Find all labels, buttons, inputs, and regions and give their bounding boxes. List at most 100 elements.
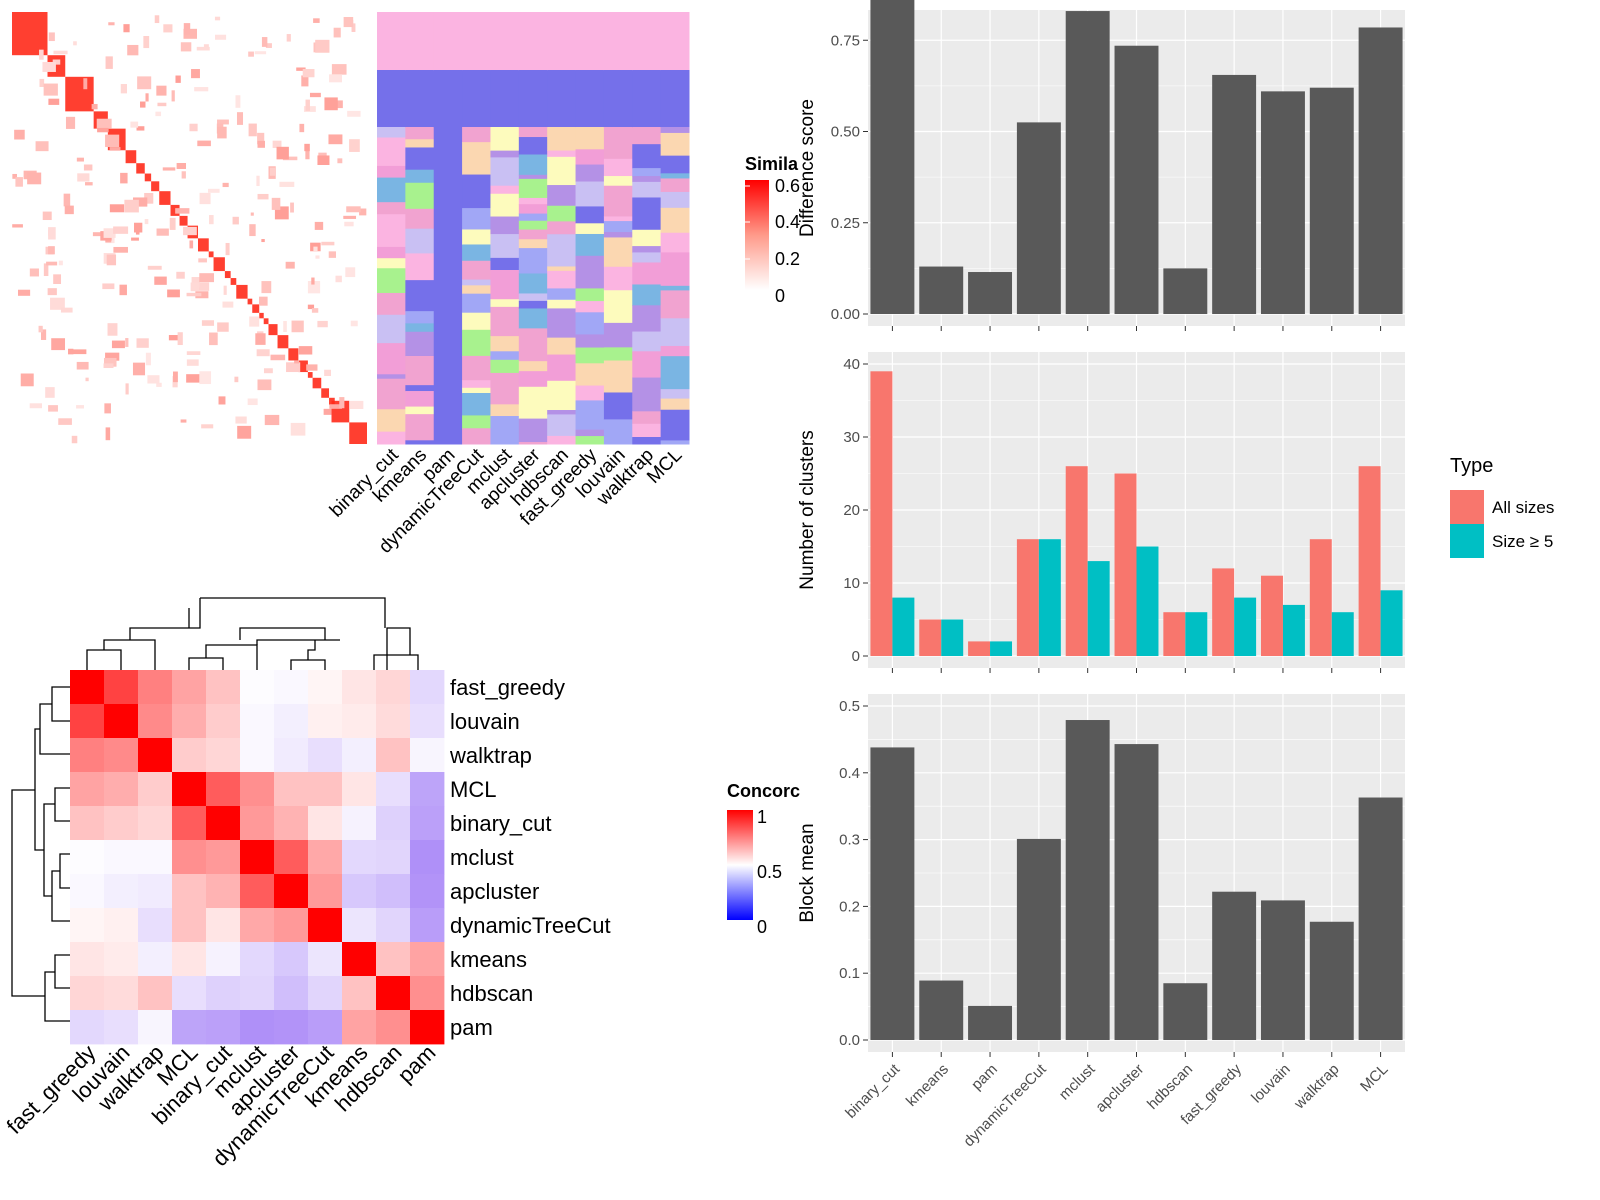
similarity-block: [268, 324, 278, 336]
similarity-cell: [313, 18, 320, 23]
bar: [1358, 27, 1403, 314]
similarity-cell: [249, 316, 260, 327]
concordance-cell: [70, 704, 105, 739]
similarity-cell: [154, 276, 167, 285]
similarity-cell: [145, 352, 151, 366]
similarity-cell: [324, 97, 338, 111]
cluster-cell: [575, 12, 605, 71]
concordance-cell: [274, 840, 309, 875]
cluster-cell: [575, 288, 605, 302]
similarity-cell: [85, 377, 89, 382]
similarity-cell: [71, 435, 78, 444]
concordance-cell: [104, 772, 139, 807]
similarity-cell: [15, 177, 23, 187]
concordance-cell: [138, 670, 173, 705]
similarity-cell: [124, 199, 139, 213]
cluster-cell: [547, 288, 577, 301]
cluster-cell: [575, 347, 605, 364]
cluster-cell: [405, 391, 435, 408]
similarity-cell: [172, 371, 178, 383]
similarity-cell: [83, 78, 88, 90]
similarity-cell: [270, 354, 286, 361]
cluster-cell: [377, 177, 406, 203]
concordance-cell: [274, 738, 309, 773]
concordance-cell: [138, 976, 173, 1011]
cluster-cell: [405, 406, 435, 415]
cluster-cell: [632, 351, 662, 379]
similarity-block: [312, 377, 322, 389]
similarity-cell: [345, 267, 356, 278]
y-tick-label: 0.75: [831, 32, 860, 49]
concordance-cell: [104, 840, 139, 875]
y-axis-label: Number of clusters: [797, 430, 818, 589]
similarity-cell: [104, 403, 111, 414]
similarity-cell: [261, 37, 268, 47]
similarity-cell: [299, 123, 305, 133]
cluster-cell: [462, 428, 491, 445]
cluster-cell: [462, 387, 491, 394]
concordance-cell: [308, 908, 343, 943]
similarity-cell: [263, 368, 273, 374]
bar-size-ge-5: [1380, 590, 1403, 656]
bar: [1309, 87, 1354, 314]
similarity-cell: [217, 119, 229, 125]
concordance-cell: [274, 942, 309, 977]
concordance-cell: [342, 704, 377, 739]
bar: [1212, 74, 1257, 314]
concordance-legend-tick-label: 0.5: [757, 862, 782, 882]
similarity-block: [236, 284, 248, 299]
similarity-cell: [83, 164, 93, 171]
cluster-cell: [575, 164, 605, 183]
concordance-cell: [308, 976, 343, 1011]
similarity-cell: [328, 134, 343, 145]
similarity-cell: [314, 221, 324, 230]
cluster-cell: [518, 308, 548, 329]
dendrogram-branch: [129, 598, 201, 640]
similarity-cell: [120, 172, 128, 184]
x-tick-label: louvain: [1248, 1061, 1294, 1107]
concordance-cell: [410, 840, 445, 875]
concordance-cell: [410, 908, 445, 943]
cluster-cell: [490, 127, 520, 152]
similarity-cell: [105, 56, 113, 69]
concordance-cell: [172, 976, 207, 1011]
cluster-cell: [660, 345, 690, 357]
similarity-cell: [317, 320, 328, 328]
concordance-cell: [308, 738, 343, 773]
y-tick-label: 0.4: [839, 765, 860, 782]
similarity-cell: [47, 288, 57, 296]
cluster-cell: [575, 363, 605, 387]
cluster-cell: [547, 270, 577, 289]
similarity-cell: [18, 289, 31, 296]
concordance-cell: [70, 840, 105, 875]
similarity-cell: [52, 59, 61, 65]
similarity-cell: [42, 211, 52, 221]
similarity-cell: [125, 383, 129, 395]
similarity-cell: [39, 78, 45, 87]
similarity-cell: [333, 100, 343, 109]
concordance-cell: [342, 908, 377, 943]
similarity-block: [224, 271, 231, 279]
concordance-row-label: fast_greedy: [450, 675, 565, 700]
similarity-cell: [196, 282, 210, 291]
similarity-cell: [46, 261, 58, 266]
similarity-cell: [183, 226, 197, 236]
cluster-cell: [490, 404, 520, 417]
similarity-legend-tick-label: 0.2: [775, 249, 800, 269]
cluster-cell: [405, 147, 435, 171]
dendrogram-branch: [239, 627, 326, 640]
concordance-cell: [172, 772, 207, 807]
cluster-cell: [405, 182, 435, 210]
similarity-cell: [311, 308, 319, 313]
cluster-cell: [462, 355, 491, 381]
similarity-cell: [351, 23, 356, 32]
cluster-cell: [603, 216, 633, 222]
similarity-cell: [306, 364, 318, 371]
similarity-cell: [12, 224, 23, 228]
concordance-cell: [274, 704, 309, 739]
concordance-row-label: pam: [450, 1015, 493, 1040]
similarity-cell: [283, 321, 287, 333]
similarity-cell: [157, 102, 167, 107]
cluster-cell: [433, 150, 463, 445]
cluster-cell: [660, 285, 690, 291]
